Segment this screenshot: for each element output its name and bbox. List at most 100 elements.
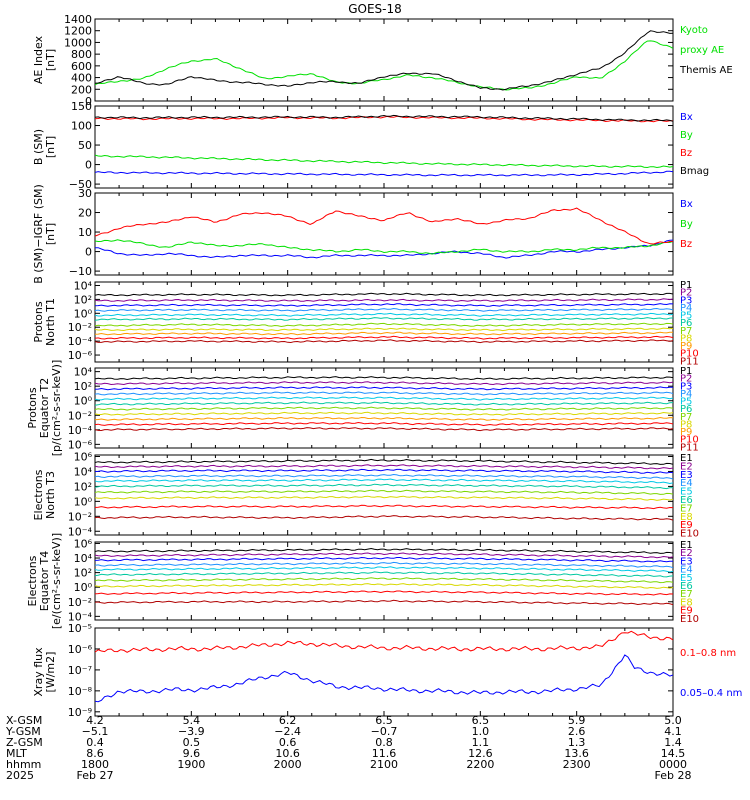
panel-db: 30 20 10 0 −10 B (SM)−IGRF (SM) [nT] Bx By Bz — [32, 184, 693, 284]
legend-label: E9 — [680, 520, 693, 531]
series-line-e6 — [95, 483, 673, 490]
series-line-p1 — [95, 376, 673, 381]
y-tick-label: 1200 — [64, 25, 92, 38]
series-line-bmag — [95, 114, 673, 122]
series-line-e5 — [95, 566, 673, 573]
column-date: Feb 27 — [77, 769, 114, 782]
y-tick-label: 100 — [71, 120, 92, 133]
series-line-p10 — [95, 335, 673, 340]
column-value-ygsm: 1.0 — [472, 725, 490, 738]
legend-label: P8 — [680, 333, 692, 344]
series-line-e2 — [95, 464, 673, 470]
y-tick-label: 50 — [78, 139, 92, 152]
y-axis-label: Xray flux — [32, 647, 45, 697]
bottom-axis-table: X-GSMY-GSMZ-GSMMLThhmm20254.2−5.10.48.61… — [5, 714, 691, 782]
column-value-xgsm: 5.9 — [568, 714, 586, 727]
y-tick-label: 10⁻⁴ — [68, 525, 93, 538]
legend-label: P2 — [680, 288, 692, 299]
y-tick-label: 10⁴ — [74, 366, 93, 379]
y-axis-label: Electrons — [32, 469, 45, 520]
legend-label: Bx — [680, 199, 693, 210]
series-line-bz — [95, 115, 673, 123]
y-tick-label: 200 — [71, 83, 92, 96]
row-label: X-GSM — [6, 714, 42, 727]
column-value-mlt: 9.6 — [183, 747, 201, 760]
column-value-hhmm: 1800 — [81, 758, 109, 771]
series-line-p6 — [95, 401, 673, 406]
y-axis-label: AE Index — [32, 35, 45, 84]
y-tick-label: 150 — [71, 100, 92, 113]
y-tick-label: 1400 — [64, 13, 92, 26]
row-label: MLT — [6, 747, 27, 760]
y-tick-label: 10⁰ — [74, 581, 93, 594]
legend-label: E8 — [680, 597, 693, 608]
series-line-0-05-0-4-nm — [95, 654, 673, 703]
column-value-zgsm: 0.6 — [279, 736, 297, 749]
series-line-e4 — [95, 473, 673, 480]
legend-label: P1 — [680, 280, 692, 291]
legend-label: E3 — [680, 470, 693, 481]
y-axis-label: Equator T2 — [38, 378, 51, 438]
column-value-hhmm: 2100 — [370, 758, 398, 771]
legend-label: E6 — [680, 495, 693, 506]
y-tick-label: 10⁰ — [74, 307, 93, 320]
column-value-xgsm: 5.0 — [664, 714, 682, 727]
series-line-p7 — [95, 322, 673, 328]
column-value-ygsm: −2.4 — [274, 725, 301, 738]
column-value-hhmm: 2300 — [563, 758, 591, 771]
y-axis-label: B (SM) — [32, 129, 45, 165]
legend-label: P7 — [680, 326, 692, 337]
column-value-zgsm: 1.4 — [664, 736, 682, 749]
column-value-mlt: 12.6 — [468, 747, 493, 760]
y-axis-label: Protons — [26, 387, 39, 428]
panel-frame — [94, 627, 674, 717]
legend-label: P10 — [680, 435, 699, 446]
series-line-by — [95, 239, 673, 255]
column-value-zgsm: 0.4 — [86, 736, 104, 749]
panel-frame — [94, 192, 674, 276]
y-tick-label: −50 — [69, 178, 92, 191]
column-value-ygsm: 4.1 — [664, 725, 682, 738]
series-line-e8 — [95, 495, 673, 501]
column-value-zgsm: 1.3 — [568, 736, 586, 749]
y-tick-label: 10⁻⁵ — [68, 622, 92, 635]
y-tick-label: 10⁴ — [74, 279, 93, 292]
y-axis-label: [nT] — [44, 49, 57, 71]
panel-frame — [94, 18, 674, 102]
legend-label: Kyoto — [680, 25, 708, 36]
column-value-ygsm: 2.6 — [568, 725, 586, 738]
legend-label: E10 — [680, 529, 699, 540]
series-line-by — [95, 154, 673, 169]
legend-label: E5 — [680, 573, 693, 584]
legend-label: By — [680, 130, 693, 141]
series-line-0-1-0-8-nm — [95, 630, 673, 653]
legend-label: Bz — [680, 239, 692, 250]
y-axis-label: B (SM)−IGRF (SM) — [32, 184, 45, 284]
series-line-e2 — [95, 552, 673, 559]
y-tick-label: 10² — [74, 480, 92, 493]
y-tick-label: 10⁻² — [68, 596, 92, 609]
column-value-mlt: 11.6 — [372, 747, 397, 760]
y-tick-label: 10 — [78, 226, 92, 239]
series-group — [95, 207, 673, 259]
y-axis-label: North T3 — [44, 471, 57, 519]
legend-label: By — [680, 219, 693, 230]
legend-label: P3 — [680, 381, 692, 392]
series-line-p9 — [95, 331, 673, 336]
panel-xr: 10⁻⁵ 10⁻⁶ 10⁻⁷ 10⁻⁸ 10⁻⁹ Xray flux [W/m2] 0.1–0… — [32, 622, 742, 719]
legend-label: E7 — [680, 589, 693, 600]
panel-b: 150 100 50 0 −50 B (SM) [nT] Bx By Bz Bmag — [32, 100, 709, 191]
series-line-p2 — [95, 298, 673, 302]
series-line-p4 — [95, 391, 673, 396]
series-line-e4 — [95, 561, 673, 569]
legend-label: P2 — [680, 374, 692, 385]
series-group — [95, 292, 673, 344]
y-tick-label: 800 — [71, 48, 92, 61]
legend-label: E9 — [680, 606, 693, 617]
y-tick-label: 10⁻⁶ — [68, 349, 93, 362]
series-line-p2 — [95, 381, 673, 386]
